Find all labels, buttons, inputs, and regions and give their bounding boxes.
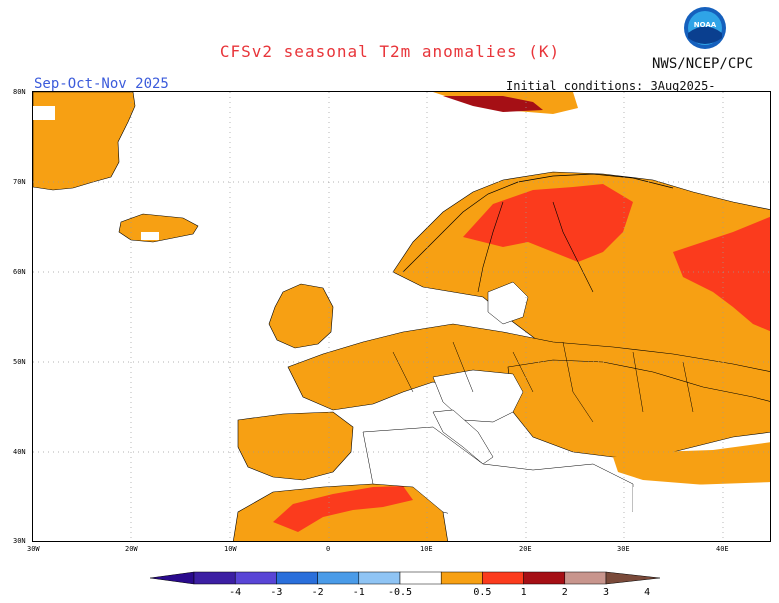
lon-label-20w: 20W	[125, 545, 138, 553]
colorbar-label: -2	[311, 587, 324, 598]
lat-label-60n: 60N	[13, 268, 26, 276]
russia-warm-zone	[673, 216, 770, 332]
italy-neutral	[432, 409, 494, 465]
colorbar-cell	[523, 571, 566, 585]
colorbar	[150, 571, 660, 585]
colorbar-label: -1	[352, 587, 365, 598]
iceland-anomaly	[118, 213, 199, 243]
anomaly-map	[33, 92, 770, 541]
colorbar-cell	[482, 571, 524, 585]
baltic-neutral	[487, 281, 529, 325]
colorbar-cell	[193, 571, 236, 585]
colorbar-cell	[564, 571, 607, 585]
greenland-anomaly	[33, 92, 136, 191]
lat-label-50n: 50N	[13, 358, 26, 366]
lon-label-20e: 20E	[519, 545, 532, 553]
lat-label-80n: 80N	[13, 88, 26, 96]
colorbar-cell	[440, 571, 483, 585]
lon-label-10w: 10W	[224, 545, 237, 553]
graticule	[33, 92, 770, 541]
lat-label-70n: 70N	[13, 178, 26, 186]
map-area	[32, 91, 771, 542]
logo-text: NOAA	[694, 21, 717, 29]
colorbar-low-arrow	[150, 571, 195, 585]
colorbar-cell	[234, 571, 277, 585]
lon-label-10e: 10E	[420, 545, 433, 553]
noaa-logo: NOAA	[684, 7, 726, 49]
colorbar-label: 0.5	[473, 587, 492, 598]
sweden-border	[477, 201, 504, 293]
svalbard-warm-core	[443, 96, 543, 112]
colorbar-label: -3	[270, 587, 283, 598]
lon-label-30e: 30E	[617, 545, 630, 553]
colorbar-label: -0.5	[387, 587, 413, 598]
colorbar-label: 1	[520, 587, 527, 598]
agency-label: NWS/NCEP/CPC	[652, 56, 754, 72]
lon-label-30w: 30W	[27, 545, 40, 553]
lon-label-40e: 40E	[716, 545, 729, 553]
lon-label-0: 0	[326, 545, 331, 553]
british-isles-anomaly	[268, 283, 334, 349]
lat-label-30n: 30N	[13, 537, 26, 545]
iberia-anomaly	[237, 411, 354, 481]
colorbar-cell	[317, 571, 360, 585]
colorbar-cell	[276, 571, 318, 585]
eastern-europe-anomaly	[507, 359, 770, 458]
scandinavia-warm-core	[463, 184, 633, 262]
colorbar-label: -4	[229, 587, 242, 598]
north-africa-warm-core	[273, 486, 413, 532]
sahara-neutral	[448, 492, 633, 541]
map-title: CFSv2 seasonal T2m anomalies (K)	[219, 42, 561, 61]
southeast-neutral	[633, 482, 770, 541]
country-borders	[392, 341, 694, 423]
central-europe-neutral	[432, 369, 524, 423]
finland-border	[552, 201, 594, 293]
forecast-period: Sep-Oct-Nov 2025	[34, 76, 169, 92]
colorbar-label: 3	[602, 587, 610, 598]
norway-coastline	[402, 173, 674, 273]
colorbar-high-arrow	[605, 571, 660, 585]
lat-label-40n: 40N	[13, 448, 26, 456]
colorbar-label: 2	[561, 587, 568, 598]
colorbar-cell	[358, 571, 401, 585]
colorbar-cell	[399, 571, 442, 585]
anatolia-anomaly	[613, 442, 770, 487]
colorbar-label: 4	[644, 587, 651, 598]
